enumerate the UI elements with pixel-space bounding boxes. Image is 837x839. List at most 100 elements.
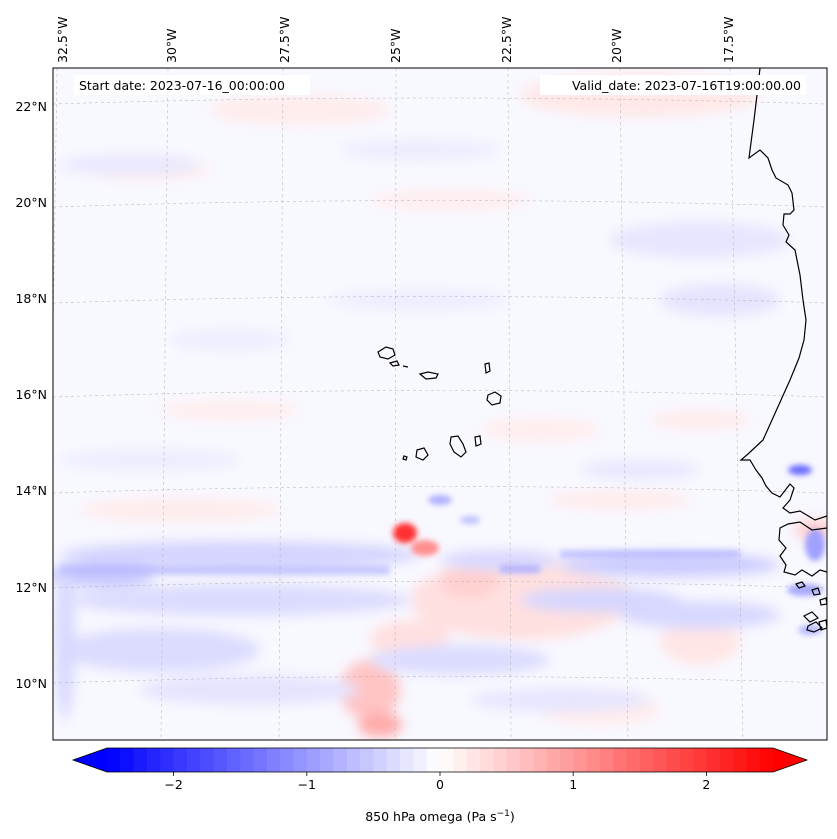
island-sal — [484, 362, 491, 374]
colorbar-cell — [533, 748, 548, 772]
colorbar-outline — [71, 747, 809, 773]
colorbar-cell — [306, 748, 321, 772]
colorbar-cell — [120, 748, 135, 772]
lon-label: 20°W — [609, 28, 624, 63]
colorbar-cell — [226, 748, 241, 772]
colorbar-cell — [573, 748, 588, 772]
lat-label: 14°N — [15, 483, 47, 498]
colorbar-cell — [293, 748, 308, 772]
colorbar-cell — [613, 748, 628, 772]
colorbar-cell — [626, 748, 641, 772]
colorbar-cell — [719, 748, 734, 772]
guinea-bissau-coast — [778, 521, 827, 577]
gridline-16n — [53, 390, 827, 398]
colorbar-extend-max — [773, 748, 807, 772]
colorbar-cell — [333, 748, 348, 772]
colorbar-cell — [493, 748, 508, 772]
colorbar-cell — [746, 748, 761, 772]
longitude-labels: 32.5°W 30°W 27.5°W 25°W 22.5°W 20°W 17.5… — [55, 17, 736, 63]
lat-label: 16°N — [15, 387, 47, 402]
colorbar-cell — [759, 748, 774, 772]
gridline-20w — [619, 68, 629, 740]
island-santo-antao — [377, 346, 396, 360]
colorbar-cell — [213, 748, 228, 772]
colorbar-cell — [546, 748, 561, 772]
map-panel — [53, 68, 827, 740]
colorbar-cells — [73, 748, 807, 772]
island-santiago — [449, 435, 467, 458]
valid-date-text: Valid_date: 2023-07-16T19:00:00.00 — [572, 78, 801, 93]
lon-label: 17.5°W — [721, 17, 736, 63]
colorbar-cell — [666, 748, 681, 772]
lat-label: 22°N — [15, 99, 47, 114]
colorbar-cell — [107, 748, 121, 772]
colorbar-cell — [506, 748, 521, 772]
colorbar-cell — [426, 748, 441, 772]
map-frame — [52, 67, 828, 741]
colorbar-cell — [266, 748, 281, 772]
graticule — [53, 68, 827, 740]
colorbar-cell — [466, 748, 481, 772]
gridline-12n — [53, 581, 827, 589]
lat-label: 10°N — [15, 676, 47, 691]
island-fogo — [415, 447, 429, 461]
colorbar-cell — [639, 748, 654, 772]
island-brava — [402, 455, 408, 461]
lon-label: 27.5°W — [277, 17, 292, 63]
colorbar-cell — [733, 748, 747, 772]
colorbar: −2 −1 0 1 2 850 hPa omega (Pa s−1) — [71, 747, 809, 824]
colorbar-cell — [653, 748, 668, 772]
colorbar-cell — [440, 748, 454, 772]
valid-date-box — [540, 75, 806, 95]
colorbar-cell — [360, 748, 374, 772]
colorbar-cell — [146, 748, 161, 772]
lat-label: 18°N — [15, 291, 47, 306]
lat-label: 20°N — [15, 195, 47, 210]
lat-label: 12°N — [15, 580, 47, 595]
colorbar-tick-label: −1 — [298, 777, 316, 792]
cape-verde-islands — [377, 346, 502, 461]
lon-label: 22.5°W — [499, 17, 514, 63]
latitude-labels: 22°N 20°N 18°N 16°N 14°N 12°N 10°N — [15, 99, 47, 691]
colorbar-cell — [133, 748, 148, 772]
colorbar-cell — [679, 748, 694, 772]
gridline-27-5w — [278, 68, 284, 740]
gridline-18n — [53, 296, 827, 304]
colorbar-cell — [386, 748, 401, 772]
island-boa-vista — [486, 391, 502, 406]
colorbar-ticks: −2 −1 0 1 2 — [164, 772, 710, 792]
colorbar-cell — [280, 748, 295, 772]
colorbar-cell — [373, 748, 388, 772]
colorbar-cell — [186, 748, 201, 772]
gridline-10n — [53, 676, 827, 684]
lon-label: 32.5°W — [55, 17, 70, 63]
colorbar-cell — [160, 748, 175, 772]
colorbar-cell — [586, 748, 601, 772]
african-coastline — [739, 68, 827, 521]
gridline-20n — [53, 200, 827, 208]
colorbar-extend-min — [73, 748, 107, 772]
colorbar-cell — [453, 748, 468, 772]
colorbar-cell — [599, 748, 614, 772]
colorbar-tick-label: 2 — [702, 777, 710, 792]
gridline-22n — [53, 97, 827, 105]
bijagos-islands — [795, 581, 827, 633]
colorbar-tick-label: −2 — [164, 777, 182, 792]
colorbar-tick-label: 0 — [436, 777, 444, 792]
gridline-30w — [160, 68, 169, 740]
lon-label: 25°W — [388, 28, 403, 63]
colorbar-cell — [413, 748, 428, 772]
colorbar-cell — [706, 748, 721, 772]
lon-label: 30°W — [164, 28, 179, 63]
colorbar-cell — [320, 748, 335, 772]
island-sao-vicente — [388, 360, 400, 367]
colorbar-cell — [253, 748, 268, 772]
island-santa-luzia — [402, 365, 409, 368]
colorbar-cell — [240, 748, 255, 772]
colorbar-label: 850 hPa omega (Pa s−1) — [365, 809, 515, 824]
gridline-22-5w — [507, 68, 512, 740]
start-date-text: Start date: 2023-07-16_00:00:00 — [79, 78, 285, 93]
colorbar-cell — [200, 748, 215, 772]
start-date-box — [74, 75, 310, 95]
